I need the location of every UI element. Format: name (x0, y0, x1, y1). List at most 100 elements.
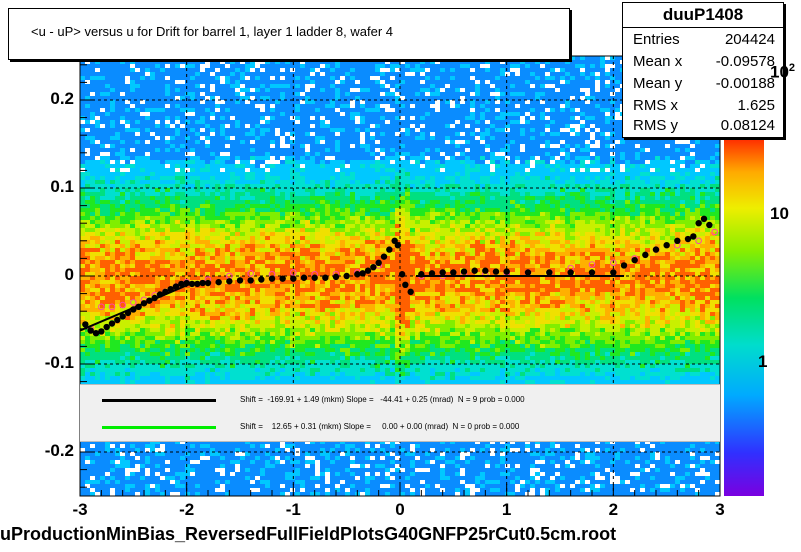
heat-cell (130, 464, 135, 468)
heat-cell (275, 80, 280, 84)
heat-cell (300, 188, 305, 192)
heat-cell (250, 200, 255, 204)
heat-cell (130, 256, 135, 260)
heat-cell (220, 368, 225, 372)
heat-cell (95, 292, 100, 296)
heat-cell (160, 96, 165, 100)
heat-cell (215, 60, 220, 64)
heat-cell (270, 444, 275, 448)
heat-cell (260, 252, 265, 256)
heat-cell (235, 108, 240, 112)
heat-cell (175, 476, 180, 480)
heat-cell (85, 64, 90, 68)
heat-cell (260, 336, 265, 340)
heat-cell (190, 100, 195, 104)
heat-cell (220, 236, 225, 240)
heat-cell (130, 336, 135, 340)
heat-cell (115, 296, 120, 300)
heat-cell (310, 336, 315, 340)
heat-cell (165, 92, 170, 96)
heat-cell (305, 304, 310, 308)
heat-cell (270, 228, 275, 232)
heat-cell (90, 240, 95, 244)
heat-cell (105, 288, 110, 292)
heat-cell (195, 176, 200, 180)
heat-cell (110, 452, 115, 456)
heat-cell (95, 112, 100, 116)
heat-cell (105, 464, 110, 468)
heat-cell (225, 104, 230, 108)
heat-cell (125, 488, 130, 492)
heat-cell (275, 308, 280, 312)
heat-cell (250, 444, 255, 448)
heat-cell (160, 336, 165, 340)
heat-cell (245, 480, 250, 484)
heat-cell (240, 376, 245, 380)
heat-cell (205, 264, 210, 268)
heat-cell (85, 364, 90, 368)
heat-cell (190, 84, 195, 88)
heat-cell (95, 60, 100, 64)
heat-cell (200, 272, 205, 276)
heat-cell (290, 344, 295, 348)
heat-cell (245, 376, 250, 380)
heat-cell (280, 152, 285, 156)
heat-cell (155, 156, 160, 160)
heat-cell (200, 76, 205, 80)
heat-cell (315, 164, 320, 168)
heat-cell (100, 324, 105, 328)
heat-cell (130, 188, 135, 192)
heat-cell (275, 320, 280, 324)
heat-cell (195, 88, 200, 92)
heat-cell (95, 72, 100, 76)
heat-cell (300, 132, 305, 136)
heat-cell (125, 484, 130, 488)
heat-cell (155, 104, 160, 108)
heat-cell (305, 352, 310, 356)
heat-cell (245, 340, 250, 344)
heat-cell (140, 160, 145, 164)
heat-cell (320, 180, 325, 184)
heat-cell (130, 280, 135, 284)
heat-cell (300, 196, 305, 200)
heat-cell (235, 488, 240, 492)
heat-cell (310, 112, 315, 116)
heat-cell (285, 328, 290, 332)
heat-cell (315, 120, 320, 124)
heat-cell (270, 368, 275, 372)
heat-cell (150, 380, 155, 384)
heat-cell (150, 372, 155, 376)
heat-cell (260, 184, 265, 188)
heat-cell (185, 484, 190, 488)
heat-cell (205, 332, 210, 336)
heat-cell (215, 84, 220, 88)
heat-cell (230, 92, 235, 96)
heat-cell (145, 200, 150, 204)
heat-cell (160, 464, 165, 468)
heat-cell (210, 68, 215, 72)
heat-cell (305, 468, 310, 472)
heat-cell (275, 232, 280, 236)
heat-cell (250, 368, 255, 372)
heat-cell (205, 292, 210, 296)
heat-cell (150, 152, 155, 156)
heat-cell (125, 260, 130, 264)
heat-cell (295, 348, 300, 352)
heat-cell (280, 360, 285, 364)
heat-cell (240, 304, 245, 308)
heat-cell (265, 464, 270, 468)
heat-cell (175, 264, 180, 268)
heat-cell (190, 480, 195, 484)
heat-cell (80, 324, 85, 328)
heat-cell (195, 248, 200, 252)
heat-cell (100, 132, 105, 136)
heat-cell (290, 216, 295, 220)
heat-cell (205, 316, 210, 320)
heat-cell (130, 228, 135, 232)
heat-cell (90, 144, 95, 148)
heat-cell (200, 60, 205, 64)
heat-cell (240, 488, 245, 492)
heat-cell (130, 300, 135, 304)
heat-cell (85, 72, 90, 76)
heat-cell (180, 232, 185, 236)
